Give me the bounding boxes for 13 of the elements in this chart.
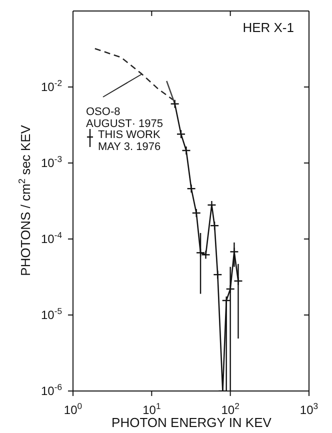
series-label: OSO-8 AUGUST· 1975 [86,106,164,130]
y-tick-label: 10$^{-3}$ [40,154,62,170]
y-tick-label: 10$^{-5}$ [40,306,62,322]
y-tick-label: 10$^{-4}$ [40,230,62,246]
y-tick-label: 10$^{-2}$ [40,78,62,94]
x-tick-label: 10$^{3}$ [300,401,318,417]
x-tick-label: 10$^{1}$ [142,401,161,417]
x-tick-label: 10$^{0}$ [64,401,82,417]
text: HER X-1 [242,20,294,35]
x-axis-title: PHOTON ENERGY IN KEV [112,415,272,430]
x-tick-label: 10$^{2}$ [221,401,240,417]
y-tick-label: 10$^{-6}$ [40,382,62,398]
legend-label: THIS WORK MAY 3. 1976 [98,129,161,153]
